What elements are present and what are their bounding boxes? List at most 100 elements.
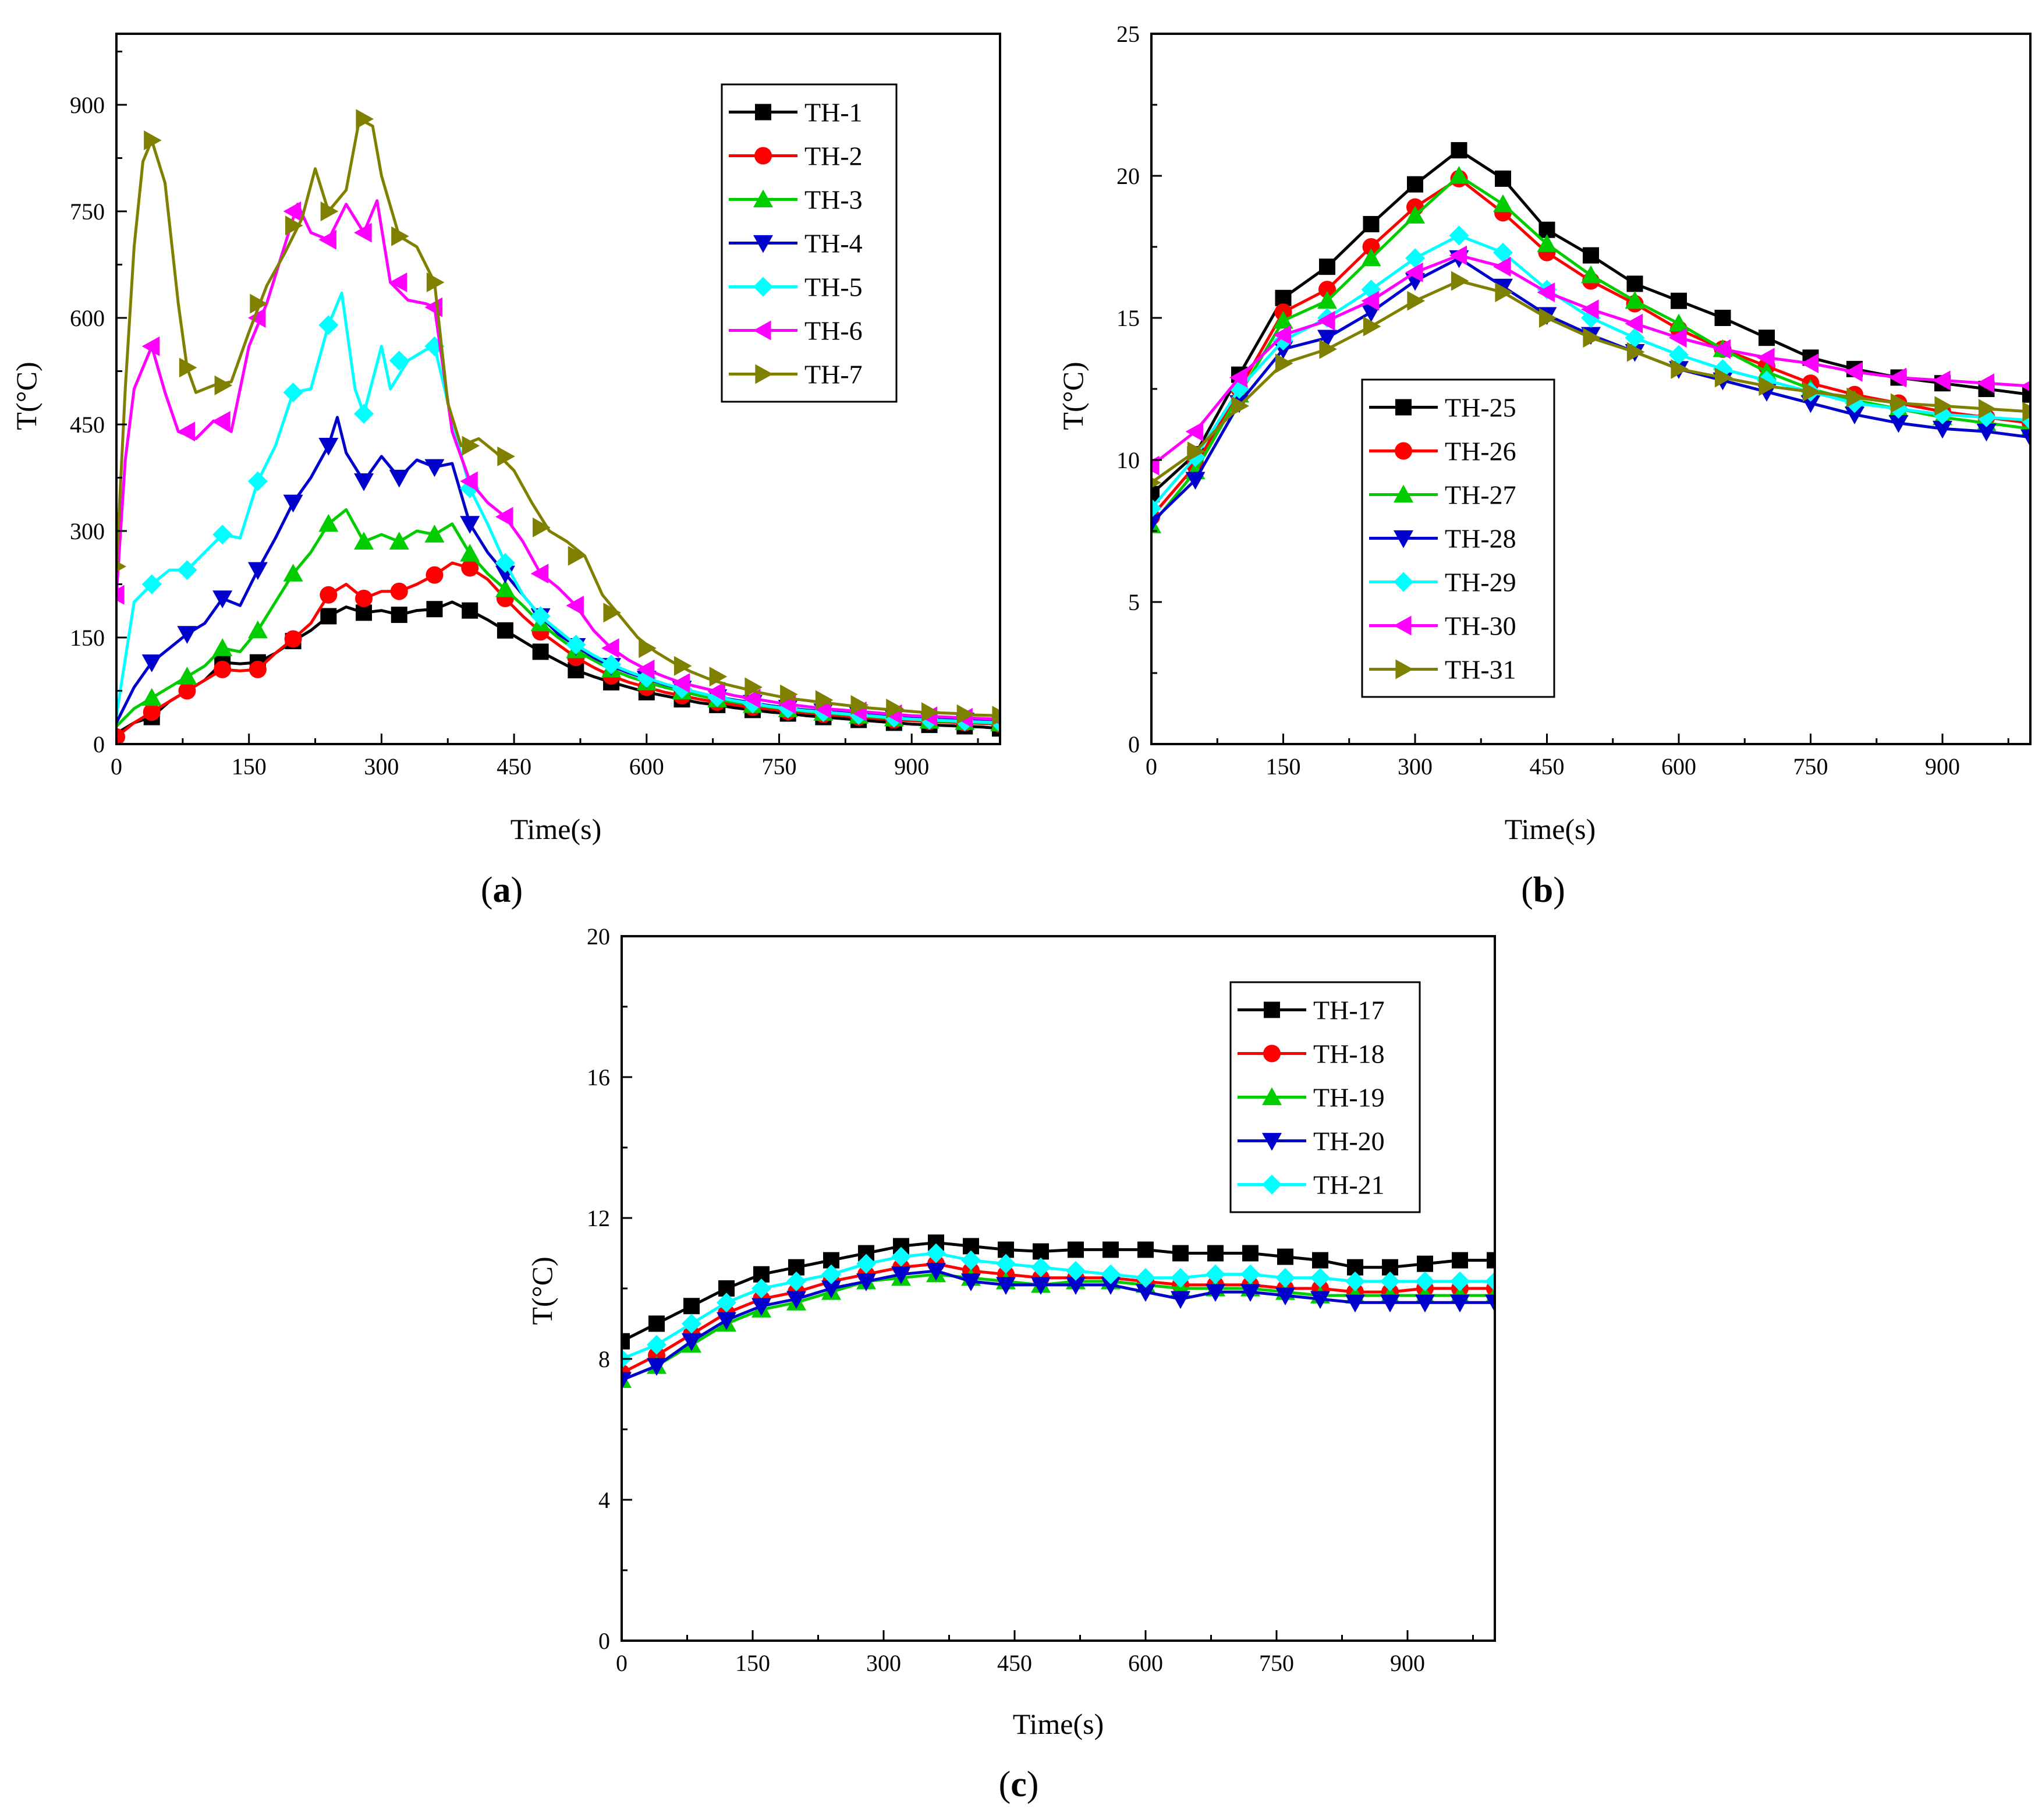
data-point-th-31-1 [1187,441,1206,462]
data-point-th-5-6 [354,403,374,424]
y-tick-label-a-2: 300 [70,518,105,544]
data-point-th-20-7 [856,1273,876,1291]
data-point-th-30-2 [1229,367,1247,388]
y-tick-label-a-5: 750 [70,199,105,225]
data-point-th-6-15 [636,659,655,679]
data-point-th-17-23 [1417,1255,1433,1272]
data-point-th-21-22 [1380,1271,1400,1291]
data-point-th-4-4 [283,494,303,513]
data-point-th-6-11 [495,507,513,527]
data-point-th-27-5 [1361,248,1381,267]
data-point-th-6-14 [601,638,619,658]
data-point-th-7-17 [709,667,728,687]
data-point-th-6-6 [318,229,336,250]
data-point-th-17-16 [1172,1245,1189,1262]
data-point-th-28-17 [1888,415,1909,433]
data-point-th-31-9 [1538,308,1557,328]
data-point-th-7-0 [116,561,126,572]
data-point-th-17-19 [1277,1248,1293,1265]
data-point-th-3-7 [389,532,409,550]
data-point-th-28-19 [1976,423,1997,442]
data-point-th-1-4 [320,608,337,625]
data-point-th-1-5 [356,604,373,621]
legend-marker-th-7 [755,364,773,384]
data-point-th-25-3 [1275,289,1292,306]
data-point-th-6-1 [141,336,160,356]
data-point-th-17-20 [1312,1252,1328,1269]
data-point-th-25-0 [1151,486,1160,502]
legend-marker-th-5 [753,277,773,297]
x-tick-label-b-2: 300 [1398,753,1433,780]
y-tick-label-b-1: 5 [1128,589,1140,615]
x-tick-label-c-4: 600 [1128,1650,1163,1676]
data-point-th-3-10 [495,579,515,597]
data-point-th-25-6 [1407,176,1423,193]
data-point-th-21-19 [1275,1267,1295,1288]
data-point-th-7-5 [285,215,303,236]
data-point-th-27-6 [1405,206,1425,224]
y-tick-label-a-6: 900 [70,92,105,118]
data-point-th-29-0 [1151,498,1161,518]
data-point-th-7-11 [497,446,515,466]
data-point-th-21-3 [717,1293,736,1313]
data-point-th-7-7 [356,109,374,129]
data-point-th-30-7 [1449,245,1467,265]
data-point-th-4-9 [460,516,480,534]
data-point-th-6-10 [460,471,478,491]
data-point-th-17-0 [622,1333,630,1350]
data-point-th-4-1 [177,626,197,644]
data-point-th-21-21 [1345,1271,1365,1291]
data-point-th-29-7 [1449,225,1469,246]
data-point-th-25-12 [1671,292,1687,309]
legend-marker-th-26 [1395,442,1412,460]
data-point-th-4-0 [141,654,162,672]
legend-label-th-26: TH-26 [1445,437,1516,466]
x-tick-label-a-6: 900 [894,753,929,780]
data-point-th-7-23 [921,702,940,723]
data-point-th-17-1 [648,1315,665,1332]
data-point-th-2-3 [214,660,232,678]
y-tick-label-c-0: 0 [598,1628,610,1654]
data-point-th-28-16 [1845,406,1864,424]
legend-label-th-28: TH-28 [1445,524,1516,554]
legend-marker-th-2 [754,147,772,165]
data-point-th-27-3 [1273,310,1293,329]
data-point-th-21-16 [1171,1267,1190,1288]
data-point-th-7-2 [179,357,197,378]
data-point-th-2-7 [355,589,373,607]
data-point-th-4-6 [354,473,374,491]
data-point-th-27-9 [1537,234,1557,252]
x-tick-label-b-4: 600 [1661,753,1696,780]
data-point-th-29-11 [1625,328,1645,348]
data-point-th-31-17 [1890,393,1909,413]
y-tick-label-b-4: 20 [1116,163,1140,189]
series-line-th-5 [116,291,1000,724]
data-point-th-6-8 [389,272,407,292]
data-point-th-21-4 [751,1279,771,1298]
data-point-th-21-11 [996,1254,1016,1274]
data-point-th-7-6 [320,201,339,221]
data-point-th-1-6 [391,606,407,623]
data-point-th-30-14 [1757,348,1775,368]
data-point-th-5-5 [318,315,339,335]
data-point-th-3-0 [141,688,162,706]
data-point-th-25-14 [1759,330,1775,346]
plot-area-c: 0 150 300 450 600 750 900 0 4 8 12 16 20 [587,923,1496,1676]
legend-a: TH-1 TH-2 TH-3 TH-4 TH-5 TH-6 TH-7 [721,83,898,403]
data-point-th-21-10 [961,1250,981,1270]
data-point-th-30-18 [1933,370,1951,391]
y-tick-label-b-3: 15 [1116,305,1140,331]
data-point-th-31-2 [1231,396,1249,416]
data-point-th-30-15 [1800,353,1819,374]
data-point-th-21-13 [1066,1260,1086,1281]
chart-panel-a: 0 150 300 450 600 750 900 0 150 300 450 600 750 900 T… [10,33,1001,910]
data-point-th-6-4 [247,308,266,328]
panel-caption-c: (c) [999,1765,1039,1804]
legend-marker-th-19 [1262,1087,1282,1106]
legend-marker-th-18 [1263,1044,1281,1063]
data-point-th-20-25 [1485,1294,1495,1313]
data-point-th-28-1 [1185,472,1206,490]
x-axis-title-c: Time(s) [1013,1708,1104,1740]
data-point-th-31-20 [2022,402,2030,422]
data-point-th-17-18 [1242,1245,1258,1262]
